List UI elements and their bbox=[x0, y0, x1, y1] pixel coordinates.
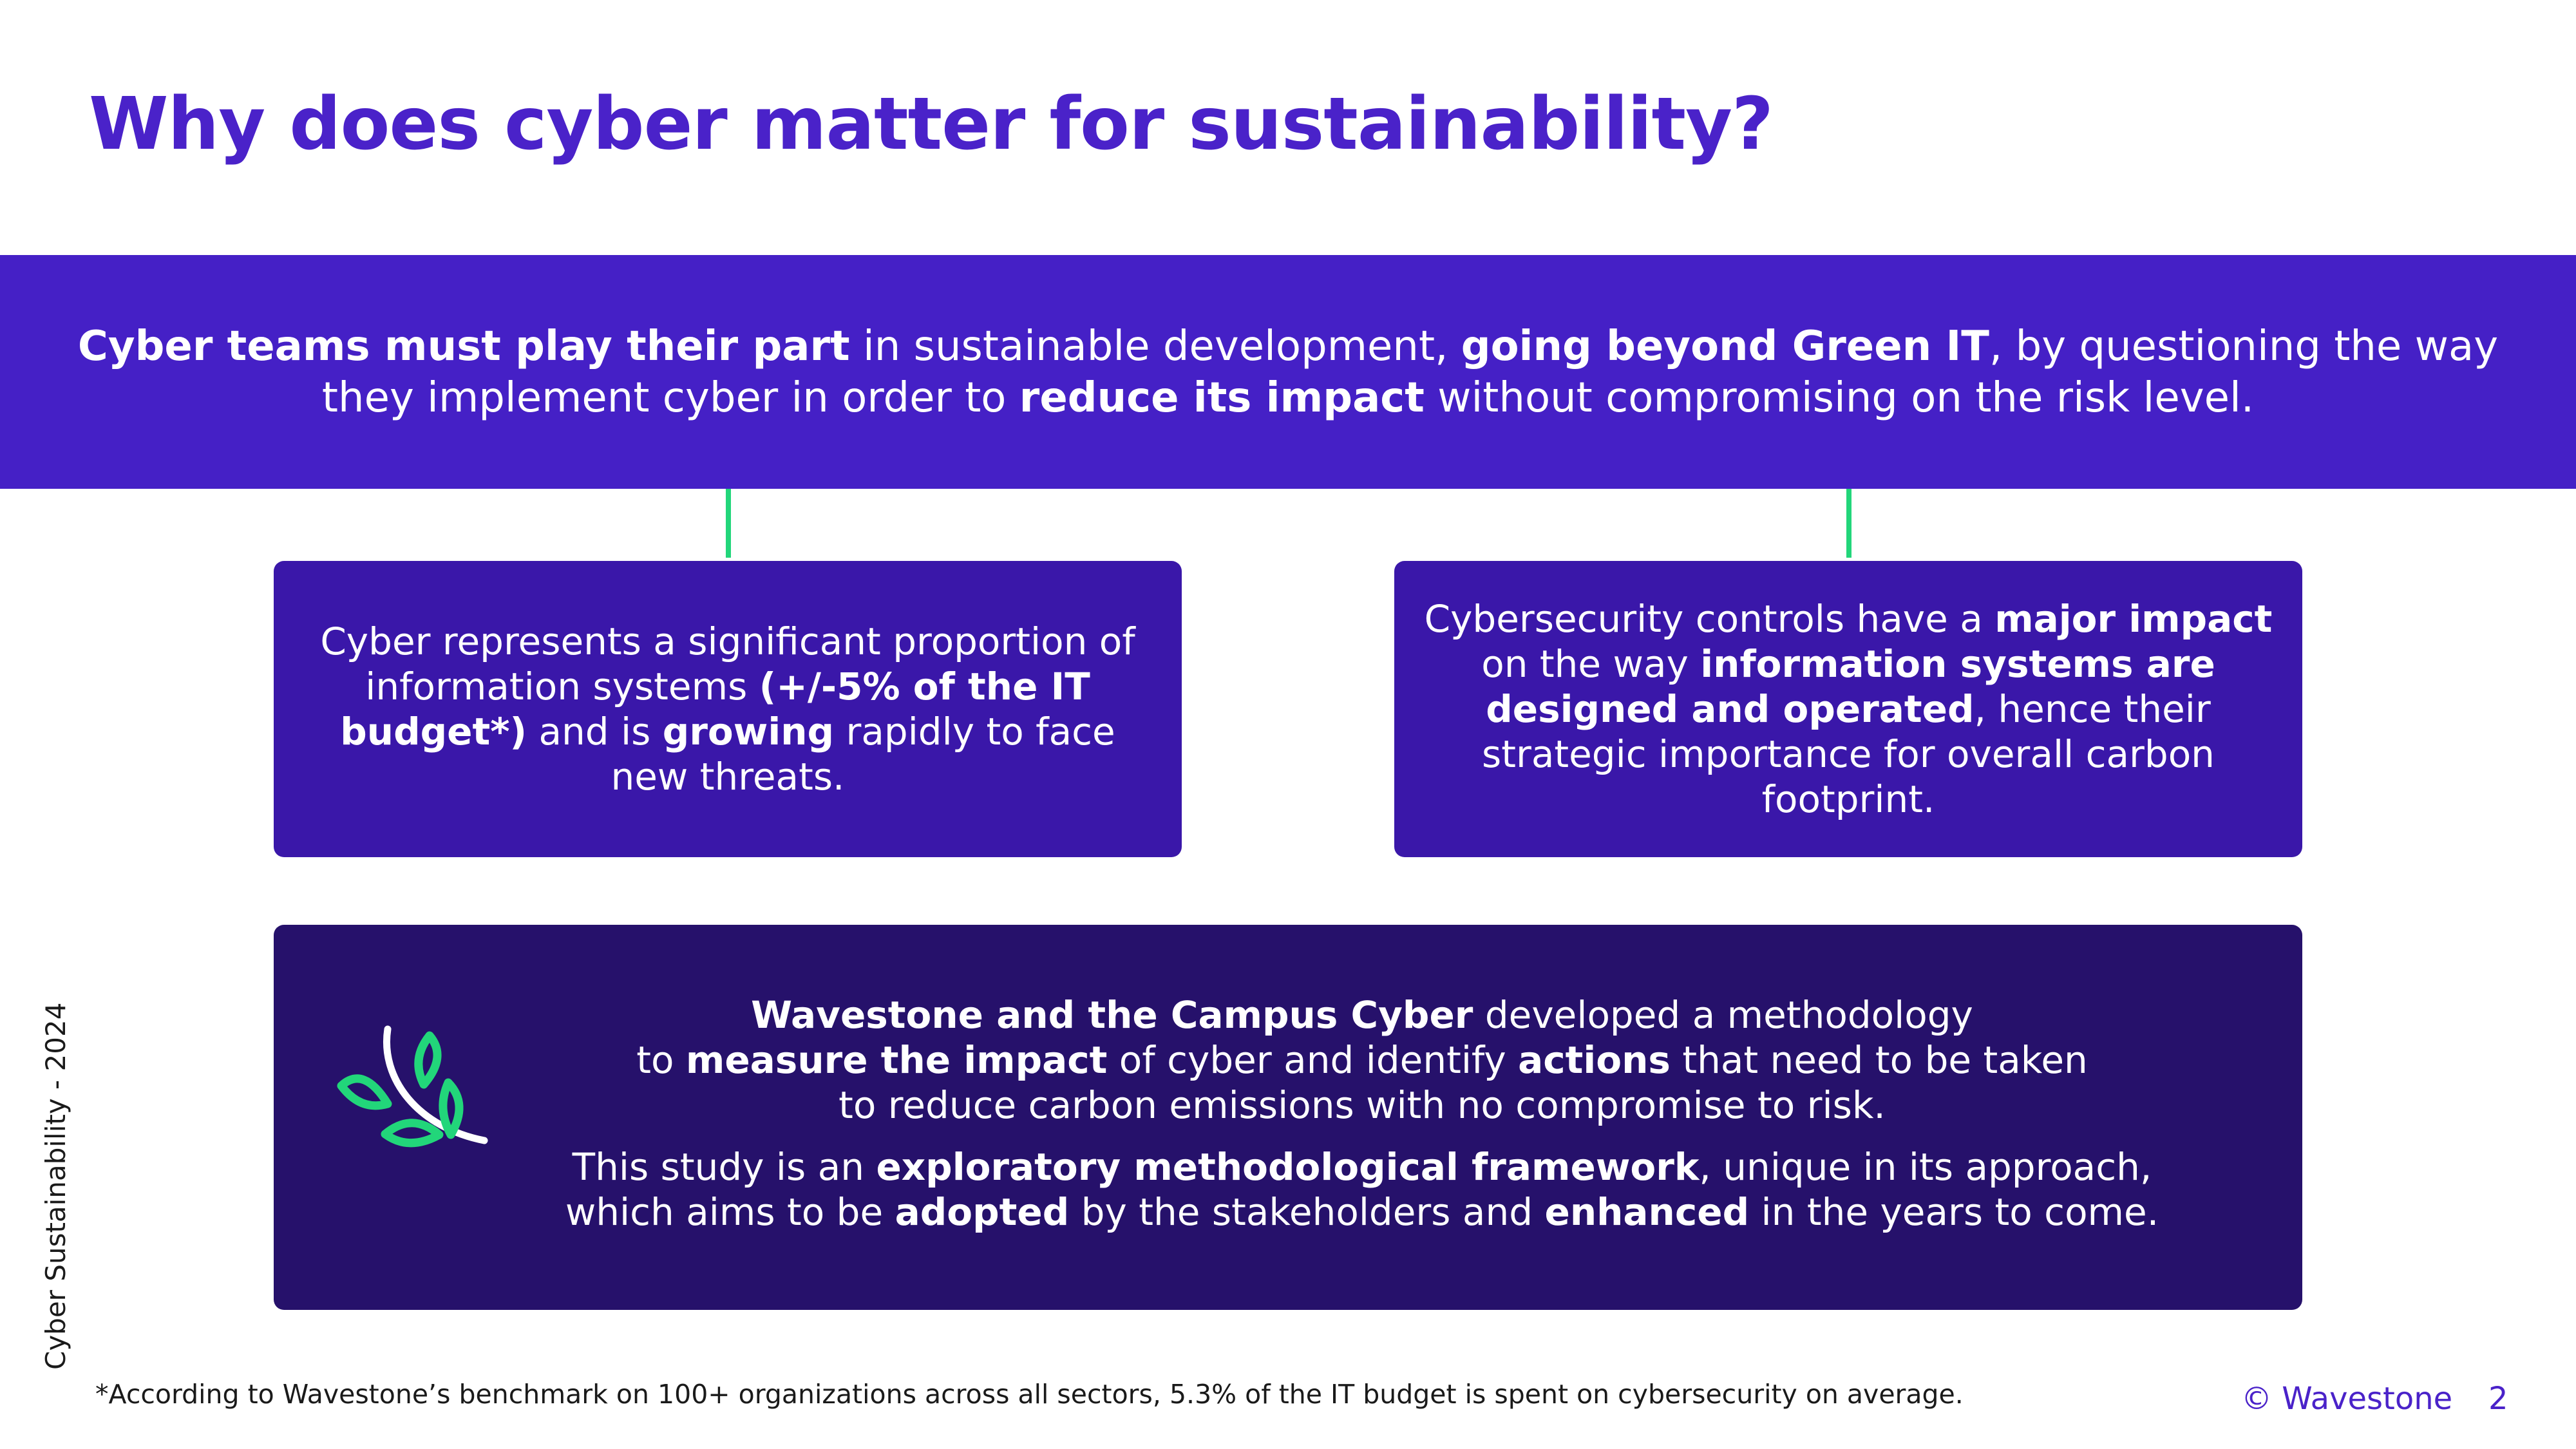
it-budget-text: Cyber represents a significant proportio… bbox=[320, 620, 1135, 799]
key-message-banner: Cyber teams must play their part in sust… bbox=[0, 255, 2576, 489]
page-number: 2 bbox=[2488, 1381, 2508, 1417]
copyright-label: © Wavestone bbox=[2241, 1381, 2453, 1417]
methodology-paragraph-2: This study is an exploratory methodologi… bbox=[565, 1145, 2159, 1234]
connector-line-left bbox=[726, 489, 731, 558]
leaf-icon bbox=[337, 1025, 488, 1148]
it-budget-card: Cyber represents a significant proportio… bbox=[274, 561, 1182, 857]
connector-line-right bbox=[1846, 489, 1852, 558]
methodology-text: Wavestone and the Campus Cyber developed… bbox=[441, 992, 2283, 1235]
slide-title: Why does cyber matter for sustainability… bbox=[89, 82, 1774, 166]
methodology-card: Wavestone and the Campus Cyber developed… bbox=[274, 925, 2302, 1310]
vertical-section-label: Cyber Sustainability - 2024 bbox=[40, 1002, 71, 1370]
methodology-paragraph-1: Wavestone and the Campus Cyber developed… bbox=[636, 993, 2088, 1127]
controls-impact-card: Cybersecurity controls have a major impa… bbox=[1394, 561, 2302, 857]
banner-text: Cyber teams must play their part in sust… bbox=[77, 322, 2499, 422]
controls-impact-text: Cybersecurity controls have a major impa… bbox=[1424, 597, 2273, 821]
footnote: *According to Wavestone’s benchmark on 1… bbox=[95, 1379, 1964, 1410]
